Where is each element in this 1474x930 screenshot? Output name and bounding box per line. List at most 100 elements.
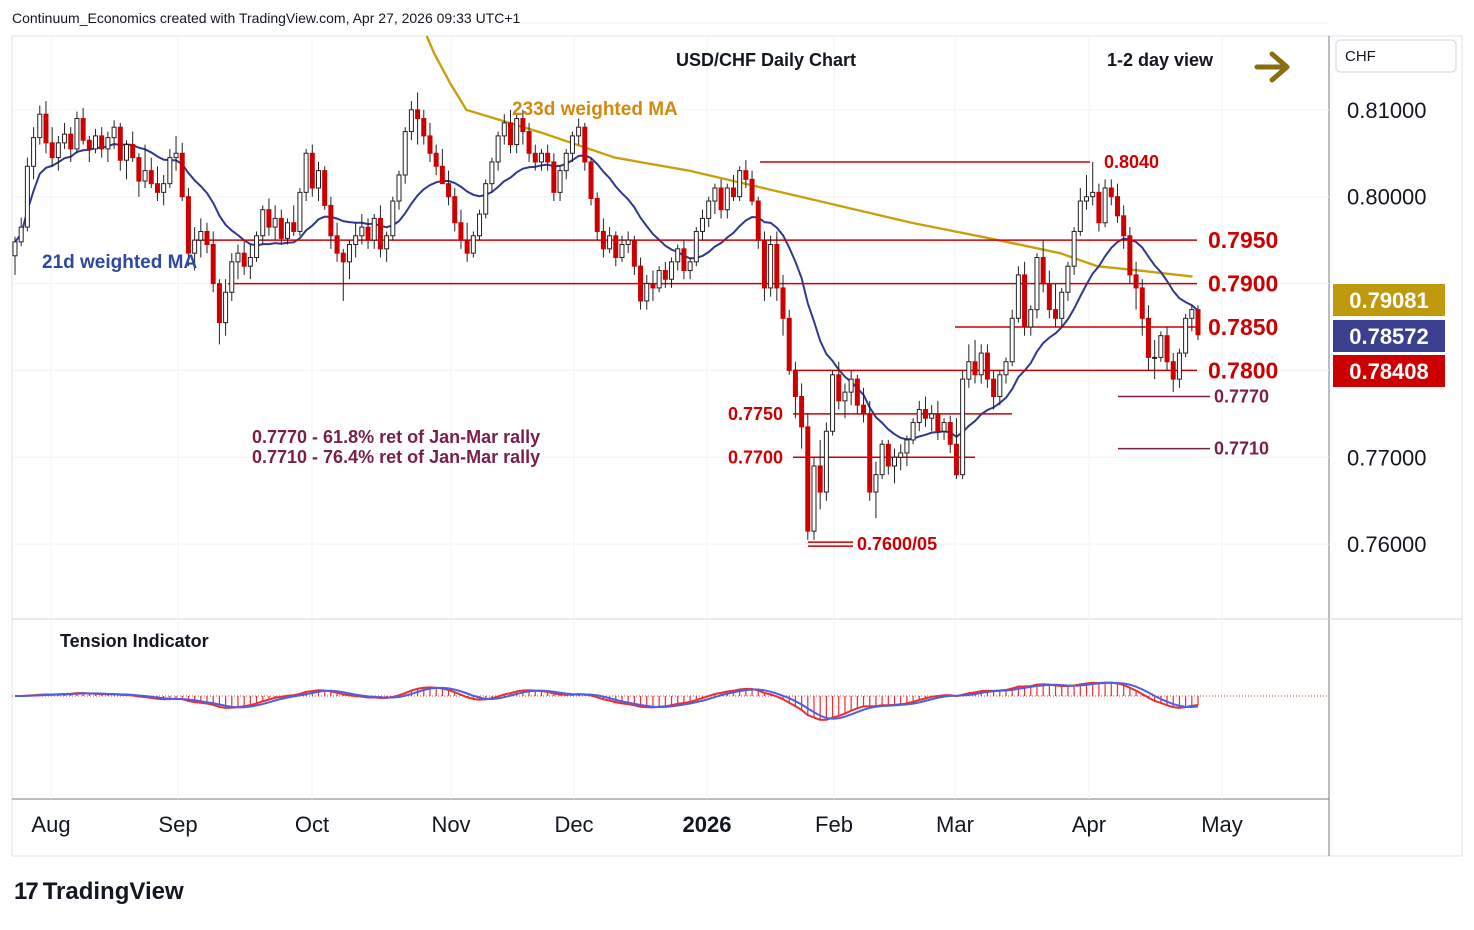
candle-body (173, 152, 179, 159)
candle-body (1145, 317, 1151, 358)
header-credit: Continuum_Economics created with Trading… (12, 10, 521, 26)
candle-body (458, 222, 464, 241)
candle-body (755, 200, 761, 241)
candle-body (780, 287, 786, 319)
candle-body (991, 378, 997, 397)
candle-body (1065, 265, 1071, 293)
level-label: 0.7900 (1208, 271, 1278, 297)
view-label: 1-2 day view (1107, 50, 1214, 70)
price-badge (1333, 355, 1445, 387)
candle-body (700, 217, 706, 232)
price-pane-frame (11, 35, 1463, 857)
candle-body (291, 222, 297, 232)
candle-body (594, 197, 600, 232)
candle-body (1077, 200, 1083, 232)
candle-body (477, 213, 483, 237)
candle-body (1152, 356, 1158, 359)
candle-body (984, 352, 990, 380)
candle-body (1133, 274, 1139, 289)
candle-body (1040, 257, 1046, 285)
candle-body (799, 395, 805, 428)
candle-body (371, 217, 377, 241)
candle-body (514, 118, 520, 146)
candle-body (247, 257, 253, 267)
candle-body (142, 170, 148, 182)
tradingview-logo[interactable]: 17 TradingView (14, 878, 184, 906)
y-tick-label: 0.76000 (1347, 532, 1427, 557)
candle-body (452, 196, 458, 224)
candle-body (117, 126, 123, 161)
level-label: 0.7770 (1214, 386, 1269, 406)
candle-body (706, 200, 712, 219)
candle-body (136, 157, 142, 182)
candle-body (62, 133, 68, 144)
candle-body (235, 252, 241, 263)
candle-body (396, 174, 402, 202)
x-tick-label: May (1201, 812, 1243, 837)
candle-body (507, 122, 513, 146)
currency-box[interactable] (1335, 39, 1457, 73)
annotation-618: 0.7770 - 61.8% ret of Jan-Mar rally (252, 427, 540, 447)
level-label: 0.7750 (728, 404, 783, 424)
candle-body (867, 413, 873, 493)
candle-body (439, 165, 445, 185)
candle-body (1090, 191, 1096, 198)
candle-body (1096, 191, 1102, 224)
candle-body (37, 113, 43, 139)
candle-body (941, 422, 947, 432)
candle-body (384, 235, 390, 250)
candle-body (811, 465, 817, 532)
y-tick-label: 0.80000 (1347, 185, 1427, 210)
x-tick-label: Aug (31, 812, 70, 837)
x-tick-label: Nov (431, 812, 470, 837)
candle-body (743, 170, 749, 180)
price-badges: 0.79081 0.78572 0.78408 (1333, 284, 1445, 387)
candle-body (31, 137, 37, 167)
tension-signal-line (14, 681, 1199, 720)
candle-body (80, 118, 86, 141)
candle-body (730, 187, 736, 198)
candle-body (12, 241, 18, 257)
candle-body (198, 230, 204, 241)
candle-body (656, 270, 662, 289)
candle-body (532, 152, 538, 163)
candle-body (687, 261, 693, 272)
candle-body (761, 239, 767, 289)
candle-body (650, 283, 656, 289)
candle-body (470, 235, 476, 254)
candle-body (154, 183, 160, 193)
candle-body (910, 422, 916, 441)
candle-body (768, 243, 774, 289)
candle-body (842, 391, 848, 402)
candle-body (631, 239, 637, 267)
candle-body (260, 209, 266, 237)
candle-body (873, 474, 879, 493)
candle-body (105, 137, 111, 150)
candle-body (830, 374, 836, 432)
candle-body (774, 243, 780, 289)
x-tick-label: Apr (1072, 812, 1106, 837)
candle-body (929, 413, 935, 419)
candle-body (229, 261, 235, 293)
candle-body (68, 133, 74, 150)
ma21-layer (14, 142, 1199, 441)
x-tick-label: Feb (815, 812, 853, 837)
level-label: 0.7800 (1208, 357, 1278, 383)
candle-body (662, 270, 668, 280)
candle-body (1102, 187, 1108, 224)
candle-body (433, 152, 439, 167)
level-label: 0.7710 (1214, 439, 1269, 459)
candle-body (1015, 274, 1021, 319)
candle-body (216, 283, 222, 324)
candle-body (390, 200, 396, 237)
candle-body (563, 152, 569, 172)
x-tick-label: Oct (295, 812, 329, 837)
candle-body (353, 235, 359, 245)
candle-body (619, 243, 625, 259)
ma233-layer (425, 35, 1193, 278)
candle-body (792, 369, 798, 397)
candle-body (557, 170, 563, 193)
candle-body (254, 235, 260, 259)
candle-body (607, 235, 613, 250)
candle-body (551, 161, 557, 193)
